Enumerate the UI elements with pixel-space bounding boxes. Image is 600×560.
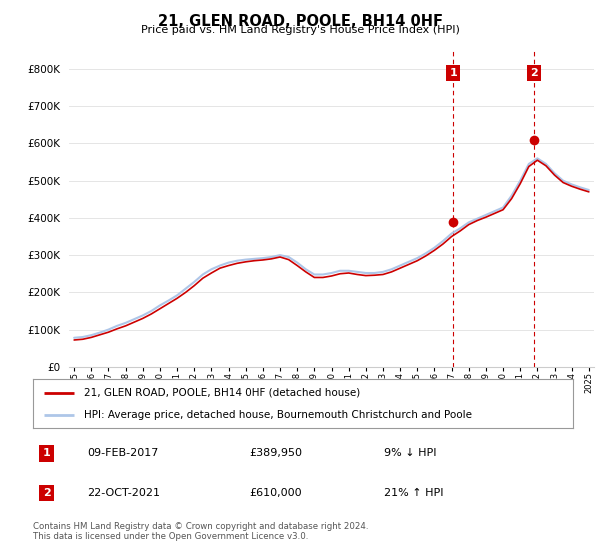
- Text: 21% ↑ HPI: 21% ↑ HPI: [384, 488, 443, 498]
- Text: 1: 1: [43, 449, 50, 458]
- Text: 09-FEB-2017: 09-FEB-2017: [87, 449, 158, 458]
- Text: 22-OCT-2021: 22-OCT-2021: [87, 488, 160, 498]
- Text: HPI: Average price, detached house, Bournemouth Christchurch and Poole: HPI: Average price, detached house, Bour…: [84, 409, 472, 419]
- Text: 2: 2: [43, 488, 50, 498]
- Text: 2: 2: [530, 68, 538, 78]
- Text: Contains HM Land Registry data © Crown copyright and database right 2024.
This d: Contains HM Land Registry data © Crown c…: [33, 522, 368, 542]
- Text: 1: 1: [449, 68, 457, 78]
- Text: Price paid vs. HM Land Registry's House Price Index (HPI): Price paid vs. HM Land Registry's House …: [140, 25, 460, 35]
- Text: 9% ↓ HPI: 9% ↓ HPI: [384, 449, 437, 458]
- Text: 21, GLEN ROAD, POOLE, BH14 0HF: 21, GLEN ROAD, POOLE, BH14 0HF: [157, 14, 443, 29]
- Text: £610,000: £610,000: [249, 488, 302, 498]
- Text: 21, GLEN ROAD, POOLE, BH14 0HF (detached house): 21, GLEN ROAD, POOLE, BH14 0HF (detached…: [84, 388, 361, 398]
- Text: £389,950: £389,950: [249, 449, 302, 458]
